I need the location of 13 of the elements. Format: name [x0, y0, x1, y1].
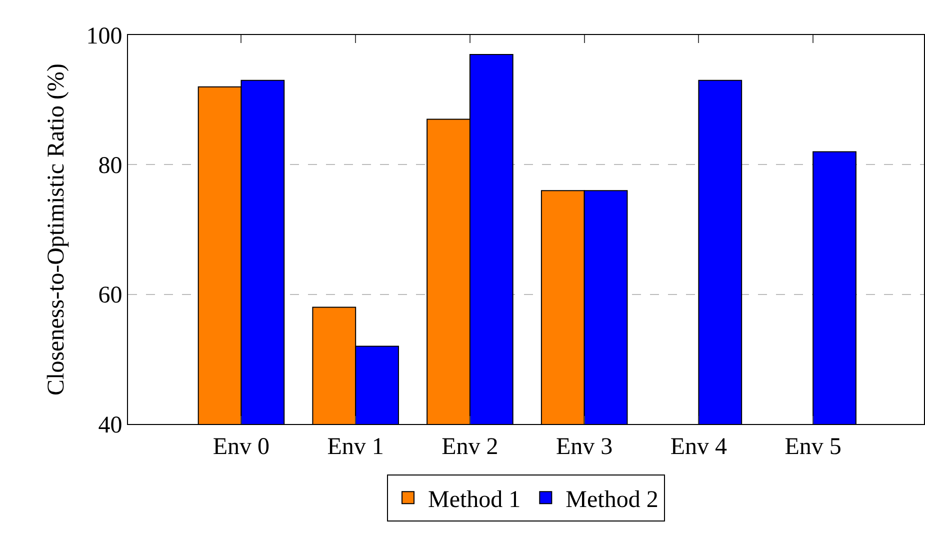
x-tick-label: Env 1	[327, 434, 384, 460]
legend-label: Method 2	[566, 487, 658, 514]
x-tick-label: Env 2	[442, 434, 498, 460]
x-tick-label: Env 4	[670, 434, 728, 460]
y-tick-label: 60	[98, 282, 122, 309]
y-axis-title: Closeness-to-Optimistic Ratio (%)	[43, 64, 70, 396]
y-tick-label: 40	[98, 412, 122, 438]
legend-label: Method 1	[428, 487, 521, 514]
x-tick-label: Env 0	[212, 434, 270, 460]
x-tick-label: Env 5	[784, 434, 842, 460]
x-tick-label: Env 3	[556, 434, 613, 460]
y-tick-label: 100	[86, 23, 122, 50]
y-tick-label: 80	[98, 153, 122, 180]
